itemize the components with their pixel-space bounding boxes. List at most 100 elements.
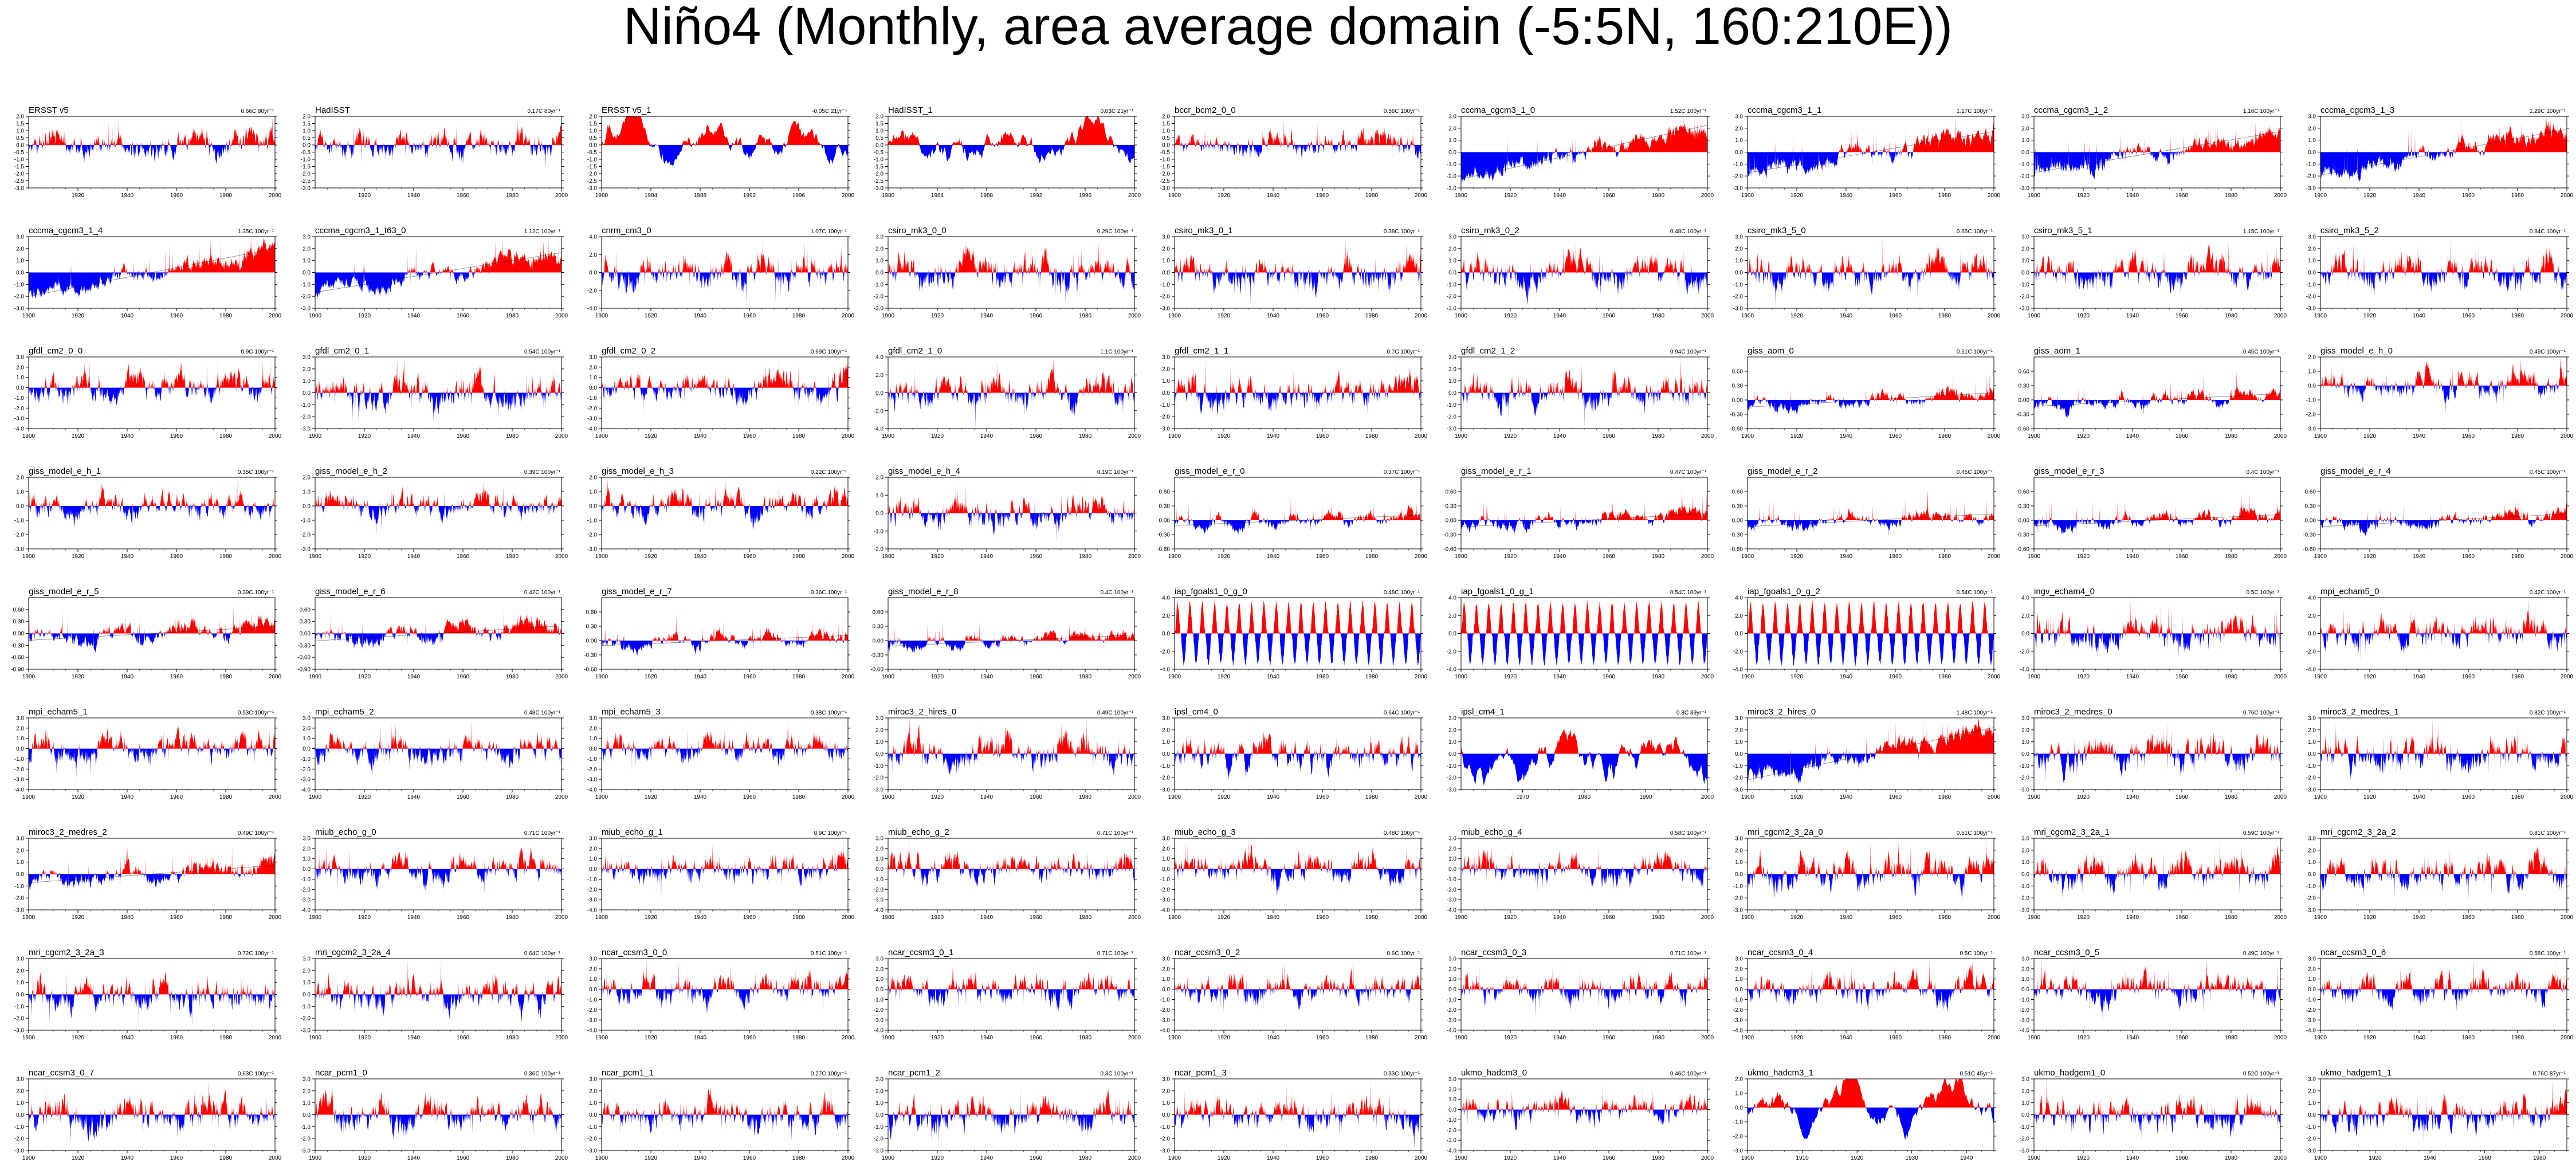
x-tick-label: 2000 (1988, 1035, 2001, 1041)
x-tick-label: 1900 (1455, 674, 1468, 680)
y-tick-label: 3.0 (875, 234, 883, 241)
negative-anomaly-area (1748, 1108, 1994, 1140)
positive-anomaly-area (2034, 1079, 2280, 1115)
x-tick-label: 1900 (2314, 1155, 2327, 1161)
chart-panel: giss_model_e_h_0 0.49C 100yr⁻¹ 1900 1920 194… (2306, 346, 2574, 439)
x-tick-label: 2000 (2274, 794, 2287, 800)
trend-label: 1.12C 100yr⁻¹ (524, 229, 561, 235)
x-tick-label: 1940 (407, 553, 421, 560)
trend-label: 0.39C 100yr⁻¹ (524, 469, 561, 476)
panel-title: mri_cgcm2_3_2a_0 (1748, 827, 1823, 837)
x-tick-label: 1940 (694, 914, 707, 921)
x-tick-label: 1900 (1455, 193, 1468, 199)
x-tick-label: 2000 (1701, 1155, 1714, 1161)
y-tick-label: 0.30 (13, 619, 25, 625)
chart-panel: giss_model_e_r_7 0.36C 100yr⁻¹ 1900 1920 194… (584, 587, 854, 680)
y-tick-label: 1.0 (303, 1100, 311, 1106)
trend-line (2033, 514, 2281, 527)
y-tick-label: 1.0 (1448, 138, 1456, 144)
x-tick-label: 1920 (2363, 674, 2377, 680)
y-tick-label: -3.0 (1160, 186, 1171, 192)
chart-panel: csiro_mk3_0_2 0.48C 100yr⁻¹ 1900 1920 1940 19… (1447, 226, 1714, 319)
trend-line (1460, 513, 1708, 528)
panel-title: miroc3_2_medres_0 (2034, 707, 2112, 717)
negative-anomaly-area (888, 989, 1134, 1012)
trend-line (1747, 727, 1994, 780)
negative-anomaly-area (29, 387, 275, 407)
positive-anomaly-area (1175, 732, 1421, 754)
x-tick-label: 1940 (980, 914, 994, 921)
x-tick-label: 2000 (1128, 433, 1141, 439)
x-tick-label: 1940 (1553, 674, 1566, 680)
y-tick-label: -2.5 (874, 178, 884, 184)
plot-frame (28, 356, 276, 429)
x-tick-label: 1980 (1079, 794, 1092, 800)
trend-label: 0.59C 100yr⁻¹ (2243, 830, 2280, 837)
y-tick-label: -1.0 (1160, 763, 1171, 769)
positive-anomaly-area (315, 237, 561, 273)
y-tick-label: 0.0 (303, 746, 311, 752)
x-tick-label: 1900 (2314, 193, 2327, 199)
x-tick-label: 1920 (1218, 794, 1231, 800)
x-tick-label: 1900 (1741, 1035, 1754, 1041)
negative-anomaly-area (2320, 753, 2567, 779)
y-tick-label: 2.0 (303, 725, 311, 732)
x-tick-label: 1980 (1938, 674, 1951, 680)
x-tick-label: 1980 (1578, 794, 1591, 800)
y-tick-label: -4.0 (1160, 908, 1171, 914)
y-tick-label: -1.0 (1733, 282, 1743, 288)
x-tick-label: 1940 (1553, 553, 1566, 560)
y-tick-label: 3.0 (303, 355, 311, 361)
chart-panel: miub_echo_g_2 0.71C 100yr⁻¹ 1900 1920 1940 19… (874, 827, 1141, 921)
panel-title: ncar_pcm1_2 (888, 1068, 940, 1078)
y-tick-label: 2.0 (1448, 966, 1456, 972)
chart-panel: HadISST_1 0.03C 21yr⁻¹ 1980 1984 1988 1992 199… (874, 105, 1141, 199)
y-tick-label: -2.0 (301, 767, 311, 773)
y-tick-label: -1.0 (1160, 157, 1171, 163)
y-tick-label: -1.0 (2020, 763, 2030, 769)
y-tick-label: 2.0 (303, 846, 311, 852)
positive-anomaly-area (888, 357, 1134, 393)
y-tick-label: -3.0 (2306, 186, 2316, 192)
x-tick-label: 2000 (2274, 1155, 2287, 1161)
x-tick-label: 1980 (1079, 1035, 1092, 1041)
y-tick-label: 1.0 (2308, 369, 2316, 375)
chart-panel: ncar_ccsm3_0_3 0.71C 100yr⁻¹ 1900 1920 1940 1… (1447, 948, 1714, 1041)
x-tick-label: 1980 (1652, 433, 1665, 439)
trend-label: 1.07C 100yr⁻¹ (811, 229, 847, 235)
x-tick-label: 1900 (309, 914, 322, 921)
trend-line (315, 252, 562, 293)
panel-title: mpi_echam5_1 (29, 707, 88, 717)
positive-anomaly-area (888, 241, 1134, 273)
y-tick-label: -3.0 (2306, 1018, 2316, 1024)
y-tick-label: 4.0 (2021, 595, 2029, 602)
negative-anomaly-area (888, 753, 1134, 776)
panel-title: ncar_ccsm3_0_5 (2034, 948, 2099, 957)
y-tick-label: 0.0 (1162, 751, 1170, 757)
y-tick-label: 1.0 (1162, 378, 1170, 384)
x-tick-label: 1900 (595, 674, 608, 680)
x-tick-label: 1960 (1889, 674, 1902, 680)
y-tick-label: 3.0 (875, 716, 883, 722)
y-tick-label: -0.60 (584, 667, 597, 673)
x-tick-label: 1980 (1079, 1155, 1092, 1161)
y-tick-label: 3.0 (2308, 234, 2316, 241)
x-tick-label: 1980 (595, 193, 608, 199)
y-tick-label: 0.0 (16, 504, 24, 510)
x-tick-label: 1900 (22, 1035, 36, 1041)
x-tick-label: 2000 (1128, 674, 1141, 680)
panel-title: ukmo_hadgem1_1 (2320, 1068, 2392, 1078)
y-tick-label: -4.0 (1447, 667, 1457, 673)
x-tick-label: 1960 (1316, 433, 1329, 439)
positive-anomaly-area (29, 477, 275, 506)
trend-label: 0.36C 100yr⁻¹ (524, 1071, 561, 1077)
y-tick-label: 3.0 (303, 836, 311, 842)
y-tick-label: -1.5 (14, 164, 25, 170)
y-tick-label: -4.0 (1447, 1028, 1457, 1034)
y-tick-label: -1.0 (14, 1124, 25, 1130)
y-tick-label: 2.0 (1735, 966, 1743, 972)
x-tick-label: 1980 (792, 433, 806, 439)
y-tick-label: -2.0 (587, 1007, 598, 1014)
x-tick-label: 1900 (2314, 553, 2327, 560)
y-tick-label: -1.0 (1447, 997, 1457, 1003)
